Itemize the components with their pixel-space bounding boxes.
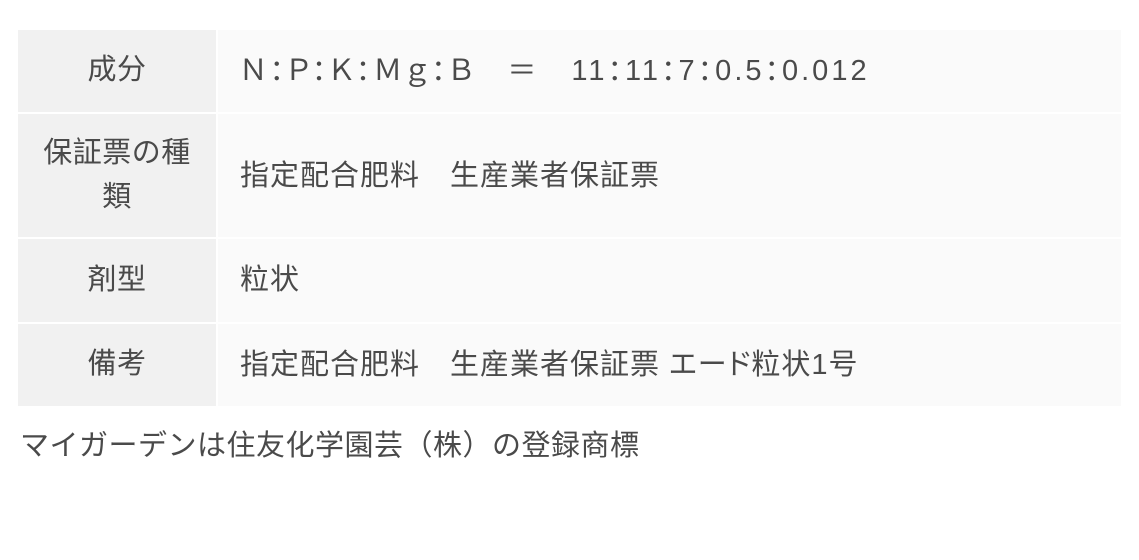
row-value-certificate-type: 指定配合肥料 生産業者保証票: [217, 113, 1122, 238]
table-row: 保証票の種類 指定配合肥料 生産業者保証票: [17, 113, 1122, 238]
row-header-ingredients: 成分: [17, 29, 217, 113]
row-header-certificate-type: 保証票の種類: [17, 113, 217, 238]
row-value-remarks: 指定配合肥料 生産業者保証票 エード粒状1号: [217, 323, 1122, 407]
row-header-form: 剤型: [17, 238, 217, 322]
row-value-form: 粒状: [217, 238, 1122, 322]
table-row: 成分 Ｎ：Ｐ：Ｋ：Ｍｇ：Ｂ ＝ 11：11：7：0.5：0.012: [17, 29, 1122, 113]
table-row: 剤型 粒状: [17, 238, 1122, 322]
footnote-trademark: マイガーデンは住友化学園芸（株）の登録商標: [16, 422, 1123, 464]
spec-table: 成分 Ｎ：Ｐ：Ｋ：Ｍｇ：Ｂ ＝ 11：11：7：0.5：0.012 保証票の種類…: [16, 28, 1123, 408]
row-value-ingredients: Ｎ：Ｐ：Ｋ：Ｍｇ：Ｂ ＝ 11：11：7：0.5：0.012: [217, 29, 1122, 113]
row-header-remarks: 備考: [17, 323, 217, 407]
table-row: 備考 指定配合肥料 生産業者保証票 エード粒状1号: [17, 323, 1122, 407]
spec-table-body: 成分 Ｎ：Ｐ：Ｋ：Ｍｇ：Ｂ ＝ 11：11：7：0.5：0.012 保証票の種類…: [17, 29, 1122, 407]
